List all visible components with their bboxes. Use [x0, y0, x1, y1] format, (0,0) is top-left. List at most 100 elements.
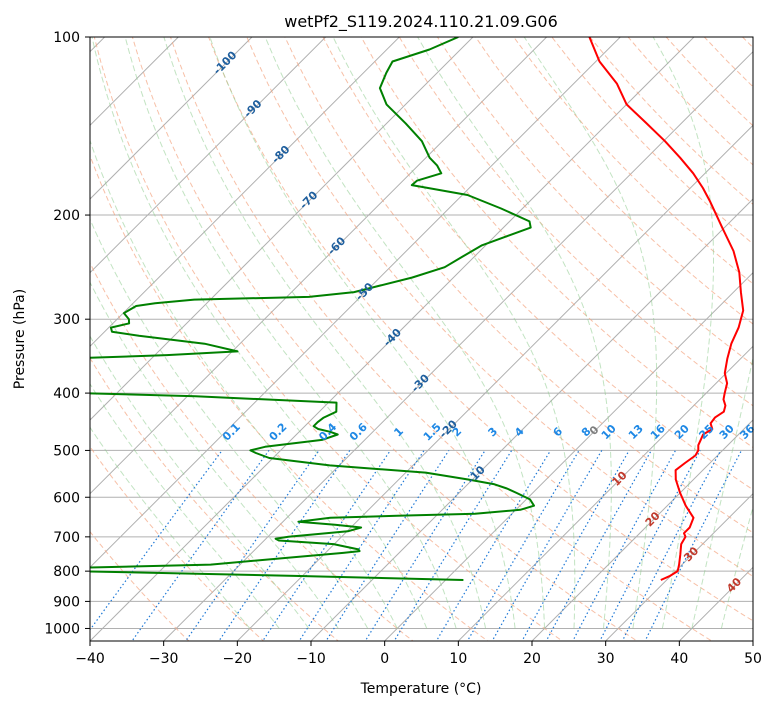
x-tick-label: −40	[75, 651, 105, 667]
plot-frame	[89, 36, 754, 642]
isotherm-line	[236, 124, 753, 641]
dry-adiabat-line	[589, 37, 753, 205]
mixing-ratio-line	[435, 450, 552, 641]
x-tick-label: −10	[296, 651, 326, 667]
dry-adiabat-line	[90, 357, 339, 641]
dry-adiabat-line	[90, 530, 190, 641]
isotherm-line	[90, 37, 548, 495]
dry-adiabat-line	[246, 37, 753, 577]
isotherm-line	[531, 419, 753, 641]
dry-adiabat-line	[90, 261, 414, 641]
x-tick-label: 50	[744, 651, 762, 667]
y-tick-label: 400	[53, 386, 80, 402]
mixing-ratio-label: 16	[648, 422, 668, 442]
dry-adiabat-line	[665, 37, 753, 127]
isotherm-line	[90, 37, 327, 274]
mixing-ratio-label: 3	[486, 425, 501, 440]
mixing-ratio-line	[131, 450, 270, 641]
moist-adiabat-line	[91, 37, 428, 629]
isotherm-label: -50	[353, 280, 376, 303]
moist-adiabat-line	[523, 37, 658, 629]
moist-adiabat-line	[90, 382, 280, 629]
isotherm-line	[457, 345, 753, 641]
mixing-ratio-label: 2	[450, 425, 465, 440]
mixing-ratio-line	[218, 450, 351, 641]
y-axis-label: Pressure (hPa)	[12, 289, 28, 389]
moist-adiabat-line	[417, 37, 612, 629]
mixing-ratio-line	[466, 450, 580, 641]
y-tick-label: 1000	[44, 621, 80, 637]
mixing-ratio-line	[364, 450, 486, 641]
moist-adiabat-line	[124, 37, 457, 629]
x-tick-label: 10	[449, 651, 467, 667]
mixing-ratio-line	[521, 450, 630, 641]
mixing-ratio-line	[545, 450, 652, 641]
moist-adiabat-line	[720, 505, 753, 629]
isotherm-label: -90	[241, 97, 264, 120]
profile-lines	[90, 37, 745, 581]
isotherm-label: -40	[381, 326, 404, 349]
isotherm-line	[90, 37, 253, 200]
x-tick-label: 0	[380, 651, 389, 667]
dry-adiabat-line	[284, 37, 753, 534]
dry-adiabat-line	[208, 37, 753, 622]
mixing-ratio-label: 6	[551, 425, 566, 440]
moist-adiabat-label: 10	[610, 468, 630, 488]
moist-adiabat-label: 30	[681, 544, 701, 564]
moist-adiabat-line	[332, 37, 576, 629]
mixing-ratio-line	[393, 450, 513, 641]
mixing-ratio-label: 10	[599, 422, 619, 442]
moist-adiabat-line	[264, 37, 545, 629]
dry-adiabat-line	[93, 37, 564, 641]
y-tick-label: 500	[53, 443, 80, 459]
isotherm-line	[90, 37, 401, 348]
mixing-ratio-line	[298, 450, 425, 641]
mixing-ratio-line	[262, 450, 391, 641]
x-tick-label: 30	[597, 651, 615, 667]
mixing-ratio-line	[325, 450, 450, 641]
dry-adiabat-line	[131, 37, 638, 641]
temperature-profile-line	[588, 37, 745, 581]
y-tick-label: 100	[53, 30, 80, 46]
isotherm-line	[752, 640, 753, 641]
mixing-ratio-label: 0.1	[220, 421, 243, 444]
y-tick-label: 900	[53, 594, 80, 610]
dry-adiabat-line	[703, 37, 753, 88]
isotherm-label: -80	[269, 143, 292, 166]
mixing-ratio-line	[572, 450, 677, 641]
isotherm-line	[310, 198, 753, 641]
moist-adiabat-line	[163, 37, 487, 629]
axes: −40 −30 −20 −10 0 10 20 30 40 5010020030040050060…	[44, 30, 762, 667]
isotherm-line	[90, 37, 695, 641]
chart-title: wetPf2_S119.2024.110.21.09.G06	[284, 12, 558, 32]
moist-adiabat-line	[90, 335, 310, 629]
dry-adiabat-line	[170, 37, 713, 641]
dry-adiabat-line	[513, 37, 753, 285]
dry-adiabat-line	[742, 37, 753, 49]
moist-adiabat-line	[90, 138, 398, 629]
dry-adiabat-line	[90, 154, 489, 641]
mixing-ratio-label: 1	[391, 425, 406, 440]
y-tick-label: 800	[53, 564, 80, 580]
dry-adiabat-line	[90, 445, 265, 641]
y-tick-label: 600	[53, 490, 80, 506]
isotherm-label: -30	[409, 371, 432, 394]
isotherm-line	[162, 50, 753, 641]
mixing-ratio-label: 0.6	[347, 420, 370, 443]
isotherm-line	[90, 37, 622, 569]
moist-adiabat-label: 40	[724, 575, 744, 595]
x-tick-label: −20	[223, 651, 253, 667]
mixing-ratio-label: 25	[696, 422, 716, 442]
x-tick-label: 40	[670, 651, 688, 667]
x-tick-label: 20	[523, 651, 541, 667]
background-lines	[90, 37, 753, 641]
isotherm-line	[383, 271, 753, 641]
y-tick-label: 200	[53, 208, 80, 224]
moist-adiabat-label: 20	[643, 509, 663, 529]
isotherm-line	[90, 37, 474, 421]
y-tick-label: 300	[53, 312, 80, 328]
mixing-ratio-label: 0.2	[267, 421, 290, 444]
dry-adiabat-line	[436, 37, 753, 366]
moist-adiabat-line	[691, 355, 753, 629]
